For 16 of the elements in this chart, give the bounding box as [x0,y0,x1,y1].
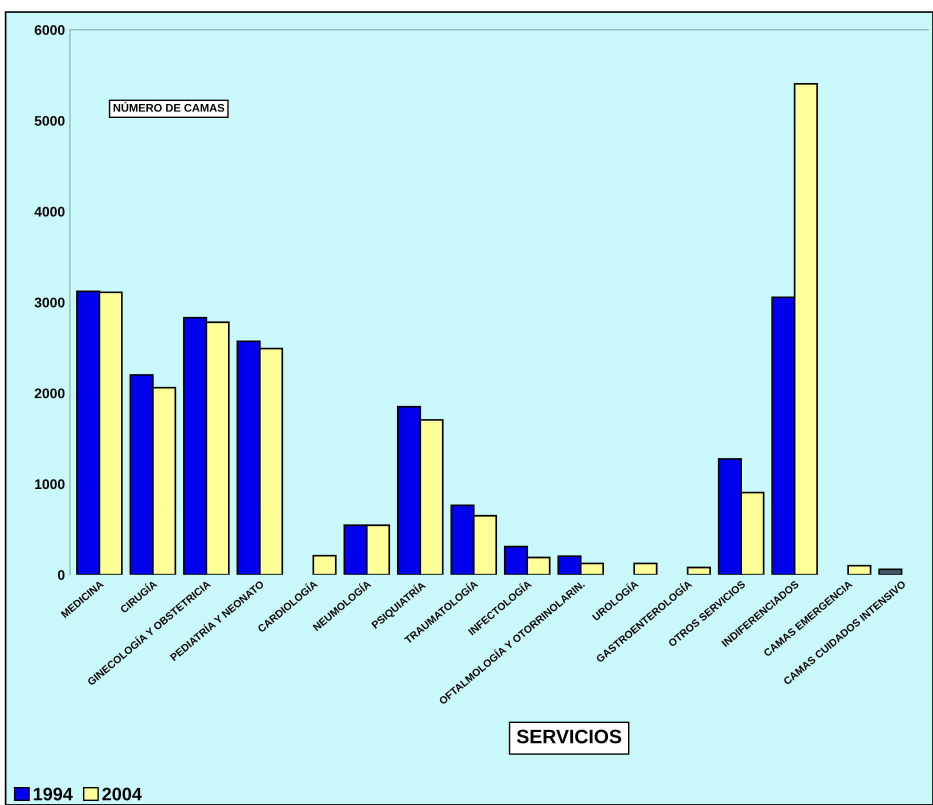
y-tick-label: 0 [58,570,65,580]
y-tick-label: 3000 [34,298,65,308]
bar [878,568,902,575]
bar [847,564,872,575]
text: NÚMERO DE CAMAS [114,102,224,112]
y-tick-label: 6000 [34,25,65,35]
legend-label: 1994 [34,788,73,800]
y-tick-label: 4000 [34,206,65,217]
legend-label: 2004 [102,788,142,800]
x-axis-title: SERVICIOS [516,730,622,744]
y-tick-label: 5000 [34,116,65,126]
y-tick-label: 1000 [35,479,65,490]
bar [312,554,337,575]
bar [633,562,658,575]
bar [686,566,711,575]
y-tick-label: 2000 [34,388,65,398]
